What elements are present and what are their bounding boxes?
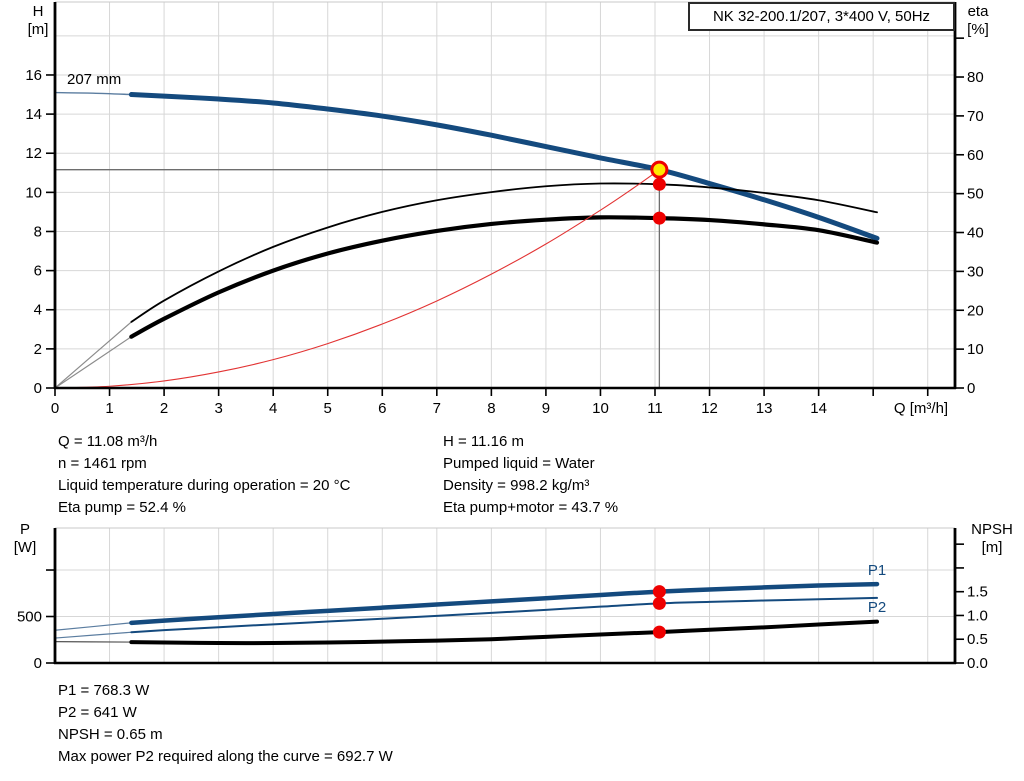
- p1-curve-lead: [54, 622, 132, 631]
- h-axis-label-unit: [m]: [27, 21, 49, 38]
- power-info: P1 = 768.3 W P2 = 641 W NPSH = 0.65 m Ma…: [58, 680, 393, 768]
- axis-tick-label: 4: [34, 302, 42, 319]
- axis-tick-label: 3: [214, 400, 222, 417]
- eta-pump-motor-curve-lead: [54, 336, 132, 389]
- axis-tick-label: 10: [967, 341, 984, 358]
- axis-tick-label: 1: [105, 400, 113, 417]
- eta-pump-curve: [130, 182, 878, 323]
- info-line-q: Q = 11.08 m³/h: [58, 433, 158, 450]
- axis-tick-label: 0: [34, 655, 42, 672]
- info-line-max-p2: Max power P2 required along the curve = …: [58, 748, 393, 765]
- axis-tick-label: 16: [25, 67, 42, 84]
- axis-tick-label: 6: [34, 263, 42, 280]
- axis-tick-label: 0: [51, 400, 59, 417]
- axis-tick-label: 0: [967, 380, 975, 397]
- duty-point-marker[interactable]: [650, 160, 669, 179]
- pump-title-box: NK 32-200.1/207, 3*400 V, 50Hz: [688, 2, 955, 31]
- h-axis-label-symbol: H: [32, 3, 44, 20]
- axis-tick-label: 8: [34, 223, 42, 240]
- info-line-liquid-temp: Liquid temperature during operation = 20…: [58, 477, 351, 494]
- axis-tick-label: 0.0: [967, 655, 988, 672]
- axis-tick-label: 8: [487, 400, 495, 417]
- p2-curve-lead: [54, 631, 132, 639]
- annotation-p2: P2: [868, 599, 886, 616]
- axis-tick-label: 10: [25, 184, 42, 201]
- npsh-point-marker: [652, 625, 666, 639]
- npsh-axis-label-symbol: NPSH: [971, 521, 1013, 538]
- head-curve-207mm-lead: [54, 91, 132, 96]
- axis-tick-label: 6: [378, 400, 386, 417]
- axis-tick-label: 12: [701, 400, 718, 417]
- annotation-q-m-h-: Q [m³/h]: [894, 400, 948, 417]
- info-line-p2: P2 = 641 W: [58, 704, 137, 721]
- info-line-p1: P1 = 768.3 W: [58, 682, 150, 699]
- p2-point-marker: [652, 596, 666, 610]
- info-line-pumped-liquid: Pumped liquid = Water: [443, 455, 595, 472]
- annotation-p1: P1: [868, 562, 886, 579]
- info-line-h: H = 11.16 m: [443, 433, 525, 450]
- annotation-207-mm: 207 mm: [67, 71, 121, 88]
- eta-pump-motor-curve: [129, 215, 880, 339]
- axis-tick-label: 2: [34, 341, 42, 358]
- p-axis-label: P [W]: [5, 521, 45, 557]
- info-line-eta-pump-motor: Eta pump+motor = 43.7 %: [443, 499, 619, 516]
- axis-tick-label: 14: [810, 400, 827, 417]
- info-line-n: n = 1461 rpm: [58, 455, 147, 472]
- p-axis-label-symbol: P: [19, 521, 30, 538]
- npsh-axis-label-unit: [m]: [981, 539, 1003, 556]
- npsh-axis-label: NPSH [m]: [962, 521, 1022, 557]
- pump-title: NK 32-200.1/207, 3*400 V, 50Hz: [712, 8, 931, 25]
- axis-tick-label: 80: [967, 69, 984, 86]
- axis-tick-label: 14: [25, 106, 42, 123]
- eta-axis-label-symbol: eta: [967, 3, 989, 20]
- info-line-npsh: NPSH = 0.65 m: [58, 726, 163, 743]
- axis-tick-label: 2: [160, 400, 168, 417]
- info-line-density: Density = 998.2 kg/m³: [443, 477, 590, 494]
- axis-tick-label: 7: [433, 400, 441, 417]
- axis-tick-label: 11: [647, 400, 663, 417]
- axis-tick-label: 9: [542, 400, 550, 417]
- operating-point-info-left: Q = 11.08 m³/h n = 1461 rpm Liquid tempe…: [58, 431, 350, 519]
- axis-tick-label: 0.5: [967, 631, 988, 648]
- axis-tick-label: 30: [967, 263, 984, 280]
- axis-tick-label: 70: [967, 108, 984, 125]
- eta-pump-motor-point-marker: [652, 211, 666, 225]
- axis-tick-label: 4: [269, 400, 277, 417]
- axis-tick-label: 40: [967, 225, 984, 242]
- qh-eta-chart: 0 1 2 3 4 5 6 7 8 9 10 11 12 13 1402468101214160102030…: [25, 1, 984, 417]
- eta-pump-point-marker: [652, 177, 666, 191]
- axis-tick-label: 50: [967, 186, 984, 203]
- eta-pump-curve-lead: [54, 321, 132, 389]
- axis-tick-label: 1.0: [967, 607, 988, 624]
- p1-point-marker: [652, 585, 666, 599]
- axis-tick-label: 10: [592, 400, 609, 417]
- axis-tick-label: 1.5: [967, 584, 988, 601]
- info-line-eta-pump: Eta pump = 52.4 %: [58, 499, 186, 516]
- npsh-curve: [129, 619, 879, 646]
- axis-tick-label: 0: [34, 380, 42, 397]
- p1-curve: [129, 581, 880, 626]
- eta-axis-label: eta [%]: [958, 3, 998, 39]
- p-axis-label-unit: [W]: [13, 539, 37, 556]
- axis-tick-label: 13: [756, 400, 773, 417]
- system-curve: [54, 169, 660, 389]
- axis-tick-label: 12: [25, 145, 42, 162]
- operating-point-info-right: H = 11.16 m Pumped liquid = Water Densit…: [443, 431, 618, 519]
- power-npsh-chart: 0 500 0.0 0.5 1.0 1.5 P1 P2: [17, 527, 988, 672]
- axis-tick-label: 60: [967, 147, 984, 164]
- p2-curve: [130, 596, 878, 634]
- axis-tick-label: 500: [17, 609, 42, 626]
- axis-tick-label: 5: [324, 400, 332, 417]
- head-curve-207mm: [128, 92, 880, 241]
- h-axis-label: H [m]: [18, 3, 58, 39]
- eta-axis-label-unit: [%]: [967, 21, 989, 38]
- axis-tick-label: 20: [967, 302, 984, 319]
